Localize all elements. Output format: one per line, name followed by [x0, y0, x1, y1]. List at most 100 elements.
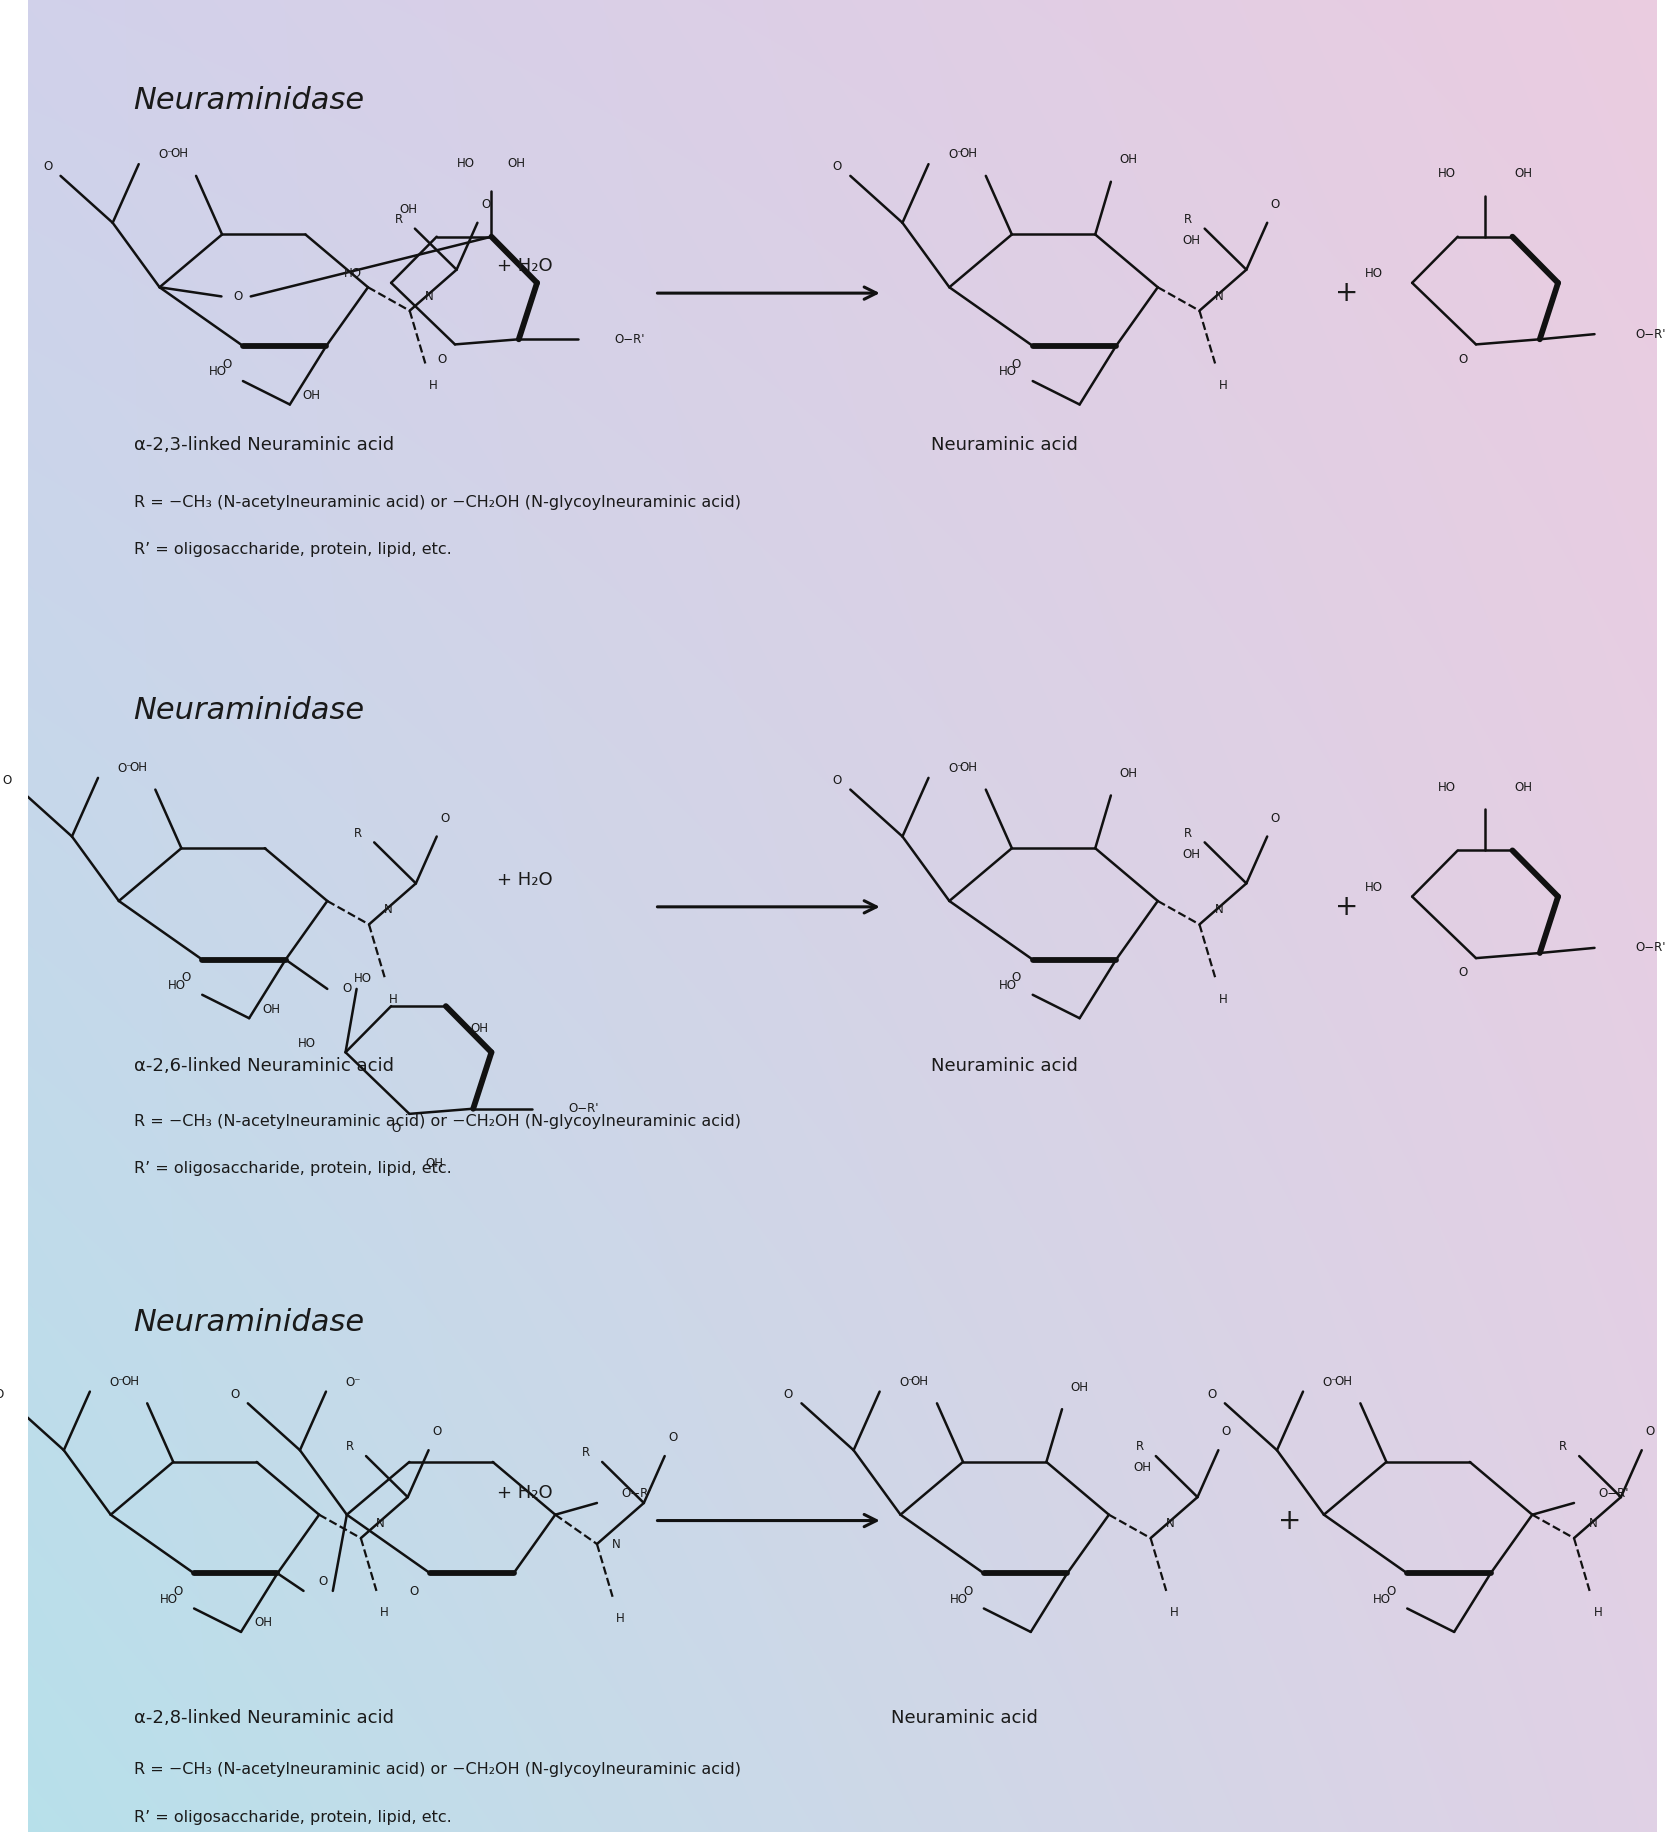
Text: R’ = oligosaccharide, protein, lipid, etc.: R’ = oligosaccharide, protein, lipid, et… — [134, 1810, 451, 1825]
Text: α-2,8-linked Neuraminic acid: α-2,8-linked Neuraminic acid — [134, 1709, 394, 1728]
Text: O: O — [964, 1585, 972, 1598]
Text: HO: HO — [160, 1592, 177, 1607]
Text: HO: HO — [354, 973, 372, 986]
Text: OH: OH — [1515, 780, 1533, 793]
Text: O−R': O−R' — [1598, 1488, 1628, 1500]
Text: R = −CH₃ (N-acetylneuraminic acid) or −CH₂OH (N-glycoylneuraminic acid): R = −CH₃ (N-acetylneuraminic acid) or −C… — [134, 1114, 740, 1129]
Text: O: O — [182, 971, 190, 984]
Text: OH: OH — [1119, 154, 1137, 167]
Text: HO: HO — [1438, 167, 1456, 180]
Text: OH: OH — [960, 760, 977, 775]
Text: O: O — [319, 1576, 327, 1588]
Text: α-2,3-linked Neuraminic acid: α-2,3-linked Neuraminic acid — [134, 436, 394, 454]
Text: O: O — [234, 289, 242, 302]
Text: OH: OH — [120, 1374, 139, 1389]
Text: O: O — [1271, 198, 1279, 211]
Text: R: R — [581, 1445, 590, 1460]
Text: O: O — [409, 1585, 419, 1598]
Text: R: R — [394, 213, 402, 225]
Text: R: R — [346, 1440, 354, 1453]
Text: R’ = oligosaccharide, protein, lipid, etc.: R’ = oligosaccharide, protein, lipid, et… — [134, 1161, 451, 1176]
Text: O⁻: O⁻ — [346, 1376, 361, 1389]
Text: HO: HO — [458, 158, 476, 170]
Text: O−R': O−R' — [1635, 942, 1665, 954]
Text: O: O — [1222, 1425, 1231, 1438]
Text: O: O — [0, 1387, 3, 1401]
Text: O: O — [1386, 1585, 1396, 1598]
Text: O⁻: O⁻ — [949, 148, 964, 161]
Text: O: O — [481, 198, 491, 211]
Text: H: H — [1171, 1607, 1179, 1619]
Text: O−R': O−R' — [1635, 328, 1665, 341]
Text: R = −CH₃ (N-acetylneuraminic acid) or −CH₂OH (N-glycoylneuraminic acid): R = −CH₃ (N-acetylneuraminic acid) or −C… — [134, 1762, 740, 1777]
Text: O⁻: O⁻ — [949, 762, 964, 775]
Text: O: O — [43, 159, 52, 174]
Text: OH: OH — [129, 760, 147, 775]
Text: OH: OH — [1182, 848, 1201, 861]
Text: + H₂O: + H₂O — [496, 870, 553, 889]
Text: OH: OH — [262, 1002, 281, 1015]
Text: O: O — [2, 773, 12, 788]
Text: O: O — [1458, 965, 1468, 980]
Text: OH: OH — [1334, 1374, 1353, 1389]
Text: O: O — [438, 352, 446, 366]
Text: O⁻: O⁻ — [898, 1376, 915, 1389]
Text: O: O — [230, 1387, 239, 1401]
Text: N: N — [1590, 1517, 1598, 1530]
Text: N: N — [376, 1517, 384, 1530]
Text: N: N — [1166, 1517, 1174, 1530]
Text: HO: HO — [169, 978, 185, 993]
Text: OH: OH — [910, 1374, 929, 1389]
Text: HO: HO — [299, 1037, 316, 1050]
Text: OH: OH — [302, 388, 321, 401]
Text: H: H — [389, 993, 397, 1006]
Text: Neuraminidase: Neuraminidase — [134, 1308, 364, 1337]
Text: O: O — [1645, 1425, 1655, 1438]
Text: H: H — [1219, 379, 1227, 392]
Text: R: R — [1184, 213, 1192, 225]
Text: Neuraminidase: Neuraminidase — [134, 696, 364, 725]
Text: R: R — [1136, 1440, 1144, 1453]
Text: H: H — [1593, 1607, 1602, 1619]
Text: OH: OH — [254, 1616, 272, 1629]
Text: Neuraminic acid: Neuraminic acid — [932, 436, 1079, 454]
Text: +: + — [1334, 278, 1358, 308]
Text: O−R': O−R' — [621, 1488, 651, 1500]
Text: R: R — [354, 826, 362, 839]
Text: H: H — [616, 1612, 625, 1625]
Text: OH: OH — [1070, 1381, 1089, 1394]
Text: OH: OH — [1182, 234, 1201, 247]
Text: O−R': O−R' — [615, 333, 645, 346]
Text: OH: OH — [170, 147, 189, 161]
Text: HO: HO — [209, 365, 227, 379]
Text: + H₂O: + H₂O — [496, 1484, 553, 1502]
Text: +: + — [1278, 1506, 1301, 1535]
Text: N: N — [613, 1537, 621, 1550]
Text: O: O — [833, 773, 842, 788]
Text: H: H — [429, 379, 438, 392]
Text: HO: HO — [1364, 267, 1383, 280]
Text: H: H — [1219, 993, 1227, 1006]
Text: OH: OH — [960, 147, 977, 161]
Text: O: O — [174, 1585, 182, 1598]
Text: O: O — [441, 812, 449, 824]
Text: O⁻: O⁻ — [110, 1376, 125, 1389]
Text: O: O — [222, 357, 230, 370]
Text: O: O — [392, 1121, 401, 1136]
Text: N: N — [424, 289, 434, 302]
Text: OH: OH — [471, 1022, 488, 1035]
Text: O: O — [668, 1431, 678, 1444]
Text: R’ = oligosaccharide, protein, lipid, etc.: R’ = oligosaccharide, protein, lipid, et… — [134, 542, 451, 557]
Text: α-2,6-linked Neuraminic acid: α-2,6-linked Neuraminic acid — [134, 1057, 394, 1075]
Text: +: + — [1334, 892, 1358, 921]
Text: OH: OH — [1515, 167, 1533, 180]
Text: HO: HO — [950, 1592, 967, 1607]
Text: O: O — [783, 1387, 793, 1401]
Text: HO: HO — [1364, 881, 1383, 894]
Text: R: R — [1558, 1440, 1566, 1453]
Text: O−R': O−R' — [568, 1103, 600, 1116]
Text: Neuraminic acid: Neuraminic acid — [932, 1057, 1079, 1075]
Text: O: O — [1207, 1387, 1216, 1401]
Text: HO: HO — [1438, 780, 1456, 793]
Text: O: O — [1458, 352, 1468, 366]
